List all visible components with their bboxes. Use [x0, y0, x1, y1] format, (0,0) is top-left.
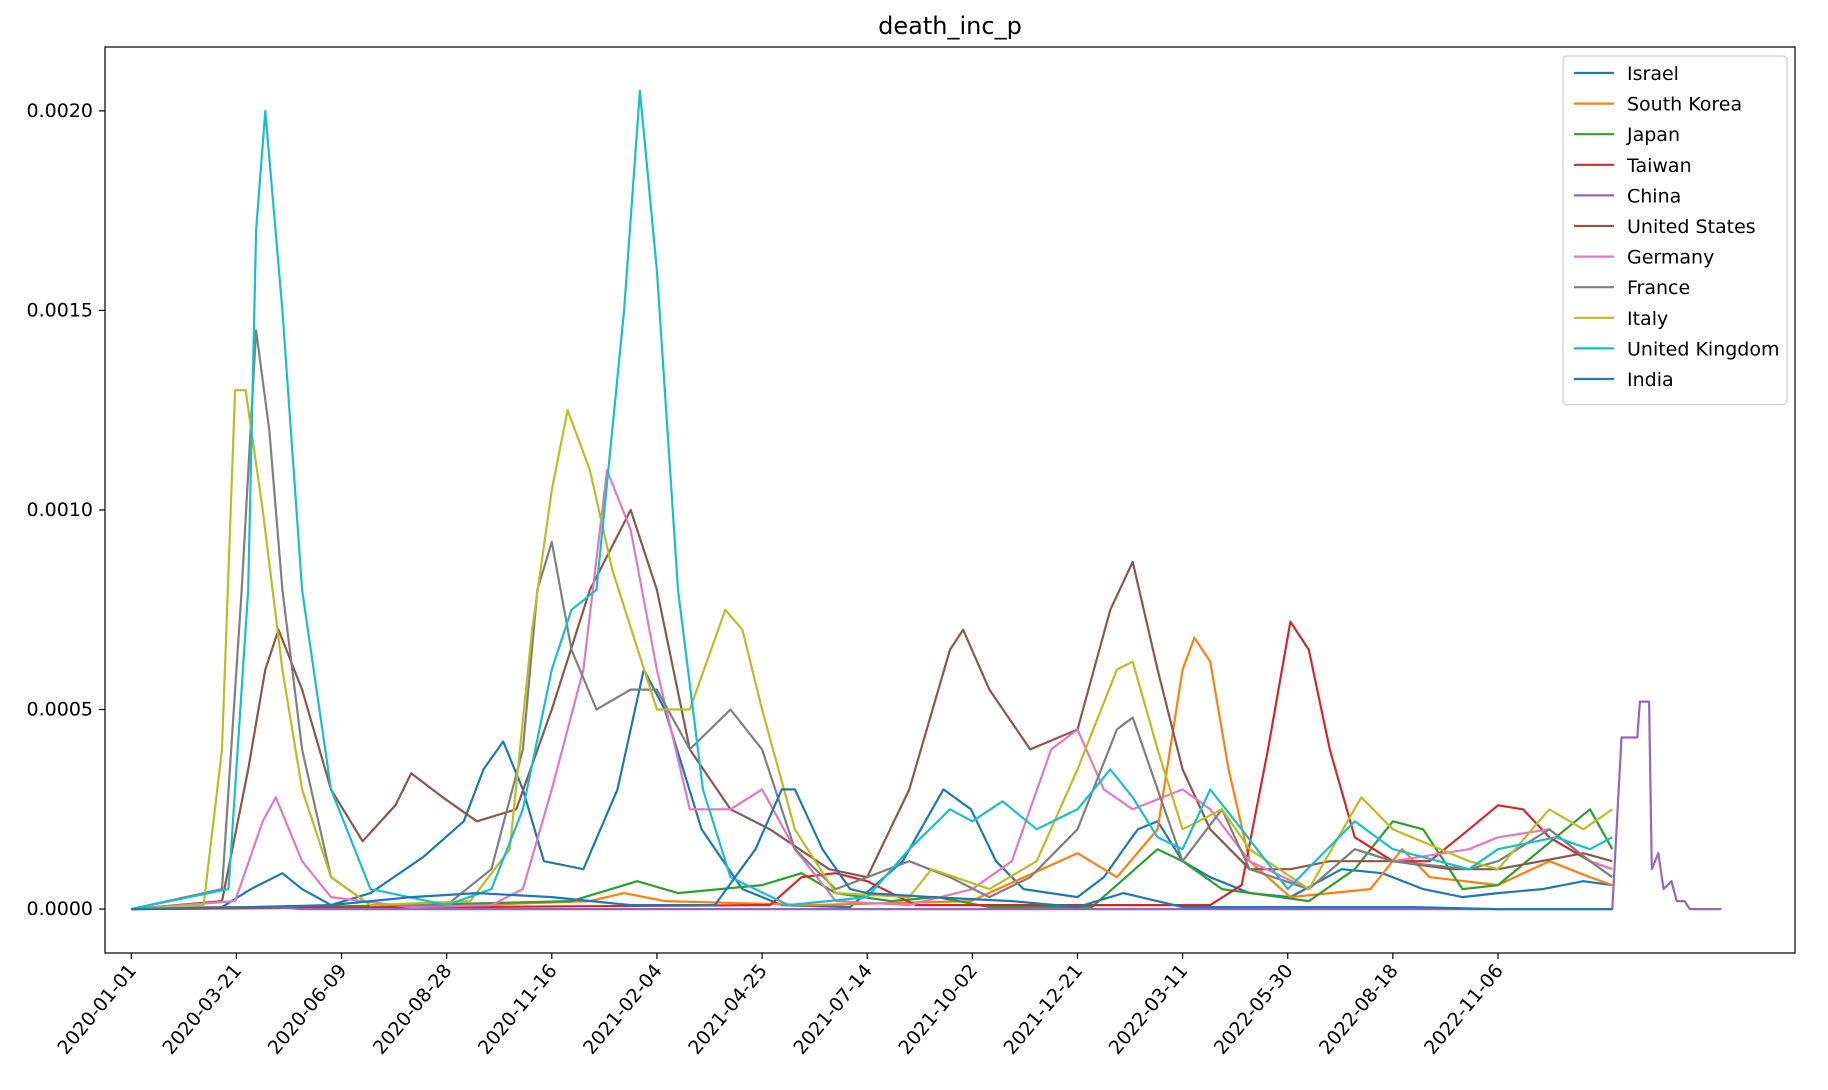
legend-label: France — [1627, 277, 1690, 299]
legend: Israel South Korea Japan Taiwan China United … — [1562, 55, 1788, 406]
series-line-italy — [131, 389, 1613, 911]
series-line-japan — [131, 808, 1614, 911]
y-tick-label: 0.0000 — [27, 898, 93, 920]
legend-label: Israel — [1627, 63, 1679, 85]
y-tick-label: 0.0005 — [27, 699, 93, 721]
chart-title: death_inc_p — [878, 12, 1022, 40]
series-line-india — [131, 788, 1613, 911]
axes-frame — [104, 46, 1796, 954]
y-tick-label: 0.0010 — [27, 499, 93, 521]
legend-label: Taiwan — [1626, 155, 1692, 177]
legend-label: United Kingdom — [1627, 338, 1780, 360]
legend-label: United States — [1627, 216, 1756, 238]
legend-label: Japan — [1626, 124, 1680, 146]
legend-label: South Korea — [1627, 94, 1742, 116]
legend-label: Germany — [1627, 247, 1714, 269]
series-line-united-states — [131, 508, 1613, 911]
y-tick-label: 0.0015 — [27, 299, 93, 321]
series-line-taiwan — [131, 620, 1613, 911]
series-line-israel — [131, 668, 1613, 911]
plot-area — [131, 89, 1722, 911]
y-axis: 0.0000 0.0005 0.0010 0.0015 0.0020 — [27, 100, 105, 920]
legend-label: India — [1627, 369, 1674, 391]
series-line-united-kingdom — [131, 89, 1613, 911]
legend-box — [1562, 55, 1788, 406]
y-tick-label: 0.0020 — [27, 100, 93, 122]
legend-label: Italy — [1627, 308, 1668, 330]
legend-label: China — [1627, 185, 1681, 207]
